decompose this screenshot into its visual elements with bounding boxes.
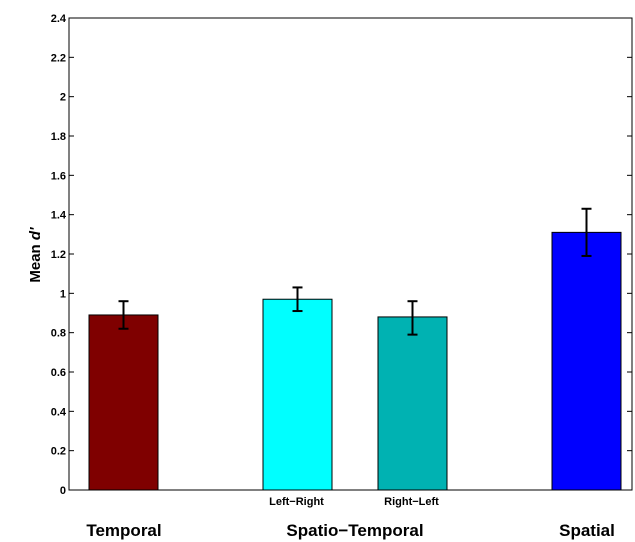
y-axis-ticks: 0 0.2 0.4 0.6 0.8 1 1.2 1.4 1.6 1.8 2 2.2 2.4 — [51, 13, 632, 497]
y-tick-label: 1.2 — [51, 249, 66, 261]
group-label: Spatial — [559, 521, 615, 540]
bar-sublabel: Right−Left — [384, 496, 439, 508]
bar — [262, 298, 333, 491]
y-tick-label: 0.4 — [51, 406, 67, 418]
y-tick-label: 0.8 — [51, 328, 66, 340]
y-tick-label: 1.6 — [51, 170, 66, 182]
bar — [377, 316, 448, 491]
category-labels: Left−Right Right−Left Temporal Spatio−Tempo… — [86, 496, 615, 540]
bar — [88, 314, 159, 491]
bars-layer — [88, 231, 622, 491]
y-axis-title: Mean d' — [27, 227, 44, 283]
y-tick-label: 0.2 — [51, 446, 66, 458]
y-tick-label: 2.4 — [51, 13, 67, 25]
bar — [551, 231, 622, 491]
y-tick-label: 1.4 — [51, 210, 67, 222]
group-label: Spatio−Temporal — [286, 521, 423, 540]
group-label: Temporal — [86, 521, 161, 540]
y-tick-label: 0 — [60, 485, 66, 497]
bar-sublabel: Left−Right — [269, 496, 324, 508]
error-bars-layer — [118, 207, 592, 336]
y-tick-label: 2.2 — [51, 52, 66, 64]
y-tick-label: 2 — [60, 92, 66, 104]
y-tick-label: 1.8 — [51, 131, 66, 143]
y-tick-label: 1 — [60, 288, 66, 300]
y-tick-label: 0.6 — [51, 367, 66, 379]
